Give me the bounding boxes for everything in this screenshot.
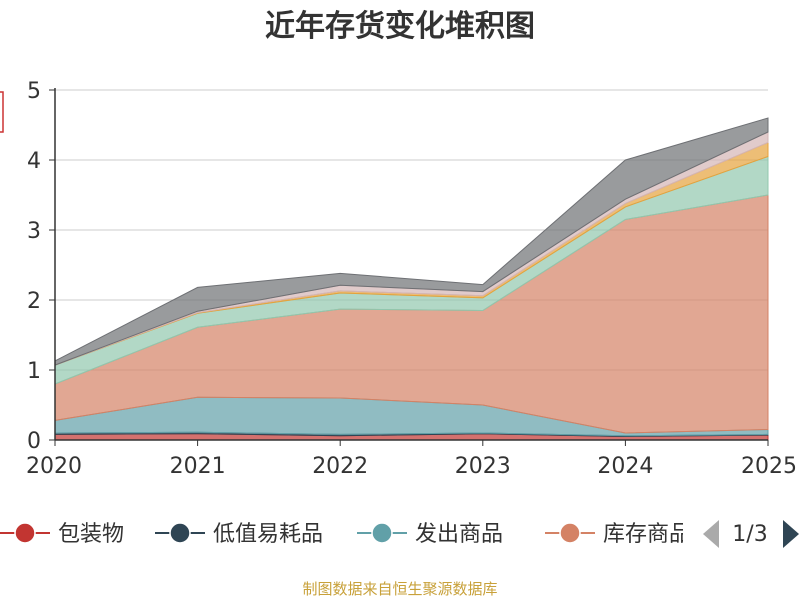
axes: 0 1 2 3 4 5 2020 2021 2022 2023 2024 2025 [0, 79, 797, 479]
legend[interactable]: 包装物 低值易耗品 发出商品 库存商品 1/3 [0, 520, 799, 548]
y-tick-label: 3 [27, 219, 41, 244]
y-axis-label-fragment [0, 91, 4, 133]
y-tick-label: 2 [27, 289, 41, 314]
legend-marker [559, 522, 581, 544]
x-tick-label: 2023 [455, 454, 511, 479]
x-tick-label: 2022 [312, 454, 368, 479]
legend-item[interactable]: 低值易耗品 [155, 522, 323, 547]
legend-item[interactable]: 发出商品 [357, 522, 503, 547]
legend-item[interactable]: 包装物 [0, 522, 124, 547]
x-tick-label: 2024 [597, 454, 653, 479]
legend-label: 包装物 [58, 522, 124, 547]
y-tick-label: 1 [27, 359, 41, 384]
area-series [54, 117, 769, 441]
legend-label: 低值易耗品 [213, 522, 323, 547]
source-footer: 制图数据来自恒生聚源数据库 [302, 580, 497, 598]
legend-label: 库存商品 [603, 522, 691, 547]
y-tick-label: 4 [27, 149, 41, 174]
legend-prev-page-icon[interactable] [703, 520, 719, 548]
legend-page-indicator: 1/3 [732, 522, 767, 547]
legend-label: 发出商品 [415, 522, 503, 547]
y-tick-label: 0 [27, 429, 41, 454]
area-series-c6e7074 [54, 117, 769, 366]
x-tick-label: 2025 [741, 454, 797, 479]
legend-marker [169, 522, 191, 544]
y-tick-label: 5 [27, 79, 41, 104]
legend-next-page-icon[interactable] [783, 520, 799, 548]
x-tick-label: 2020 [26, 454, 82, 479]
legend-marker [371, 522, 393, 544]
chart-title: 近年存货变化堆积图 [265, 9, 535, 44]
legend-marker [14, 522, 36, 544]
legend-item[interactable]: 库存商品 [545, 522, 691, 547]
x-tick-label: 2021 [170, 454, 226, 479]
